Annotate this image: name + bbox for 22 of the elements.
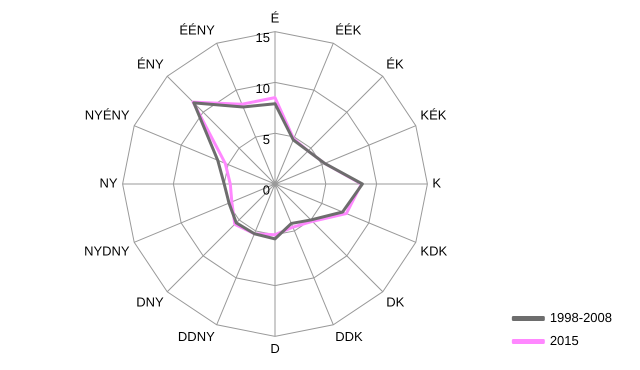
y-tick-label: 15 xyxy=(256,30,270,46)
spoke-label: KÉK xyxy=(420,108,447,123)
spoke-label: DNY xyxy=(136,294,164,310)
spoke-label: DK xyxy=(386,294,405,310)
legend-label: 1998-2008 xyxy=(550,310,612,326)
spoke-label: D xyxy=(270,340,280,356)
y-tick-label: 10 xyxy=(256,80,270,96)
y-tick-label: 5 xyxy=(262,132,270,147)
spoke-label: DDNY xyxy=(178,328,216,344)
legend-label: 2015 xyxy=(550,333,579,348)
spoke-label: K xyxy=(432,176,442,191)
y-tick-label: 0 xyxy=(262,182,270,198)
spoke-label: ÉÉK xyxy=(335,22,362,38)
spoke-label: ÉNY xyxy=(136,56,164,72)
spoke-label: KDK xyxy=(420,244,448,259)
spoke-label: ÉÉNY xyxy=(179,22,216,38)
spoke-label: É xyxy=(270,10,280,26)
spoke-label: DDK xyxy=(335,328,364,344)
spoke-label: ÉK xyxy=(386,56,404,72)
spoke-label: NYDNY xyxy=(84,244,130,259)
spoke-label: NYÉNY xyxy=(84,108,130,123)
spoke-label: NY xyxy=(100,176,118,191)
